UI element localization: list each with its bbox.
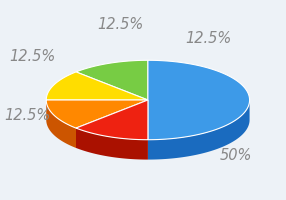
Polygon shape (76, 128, 148, 160)
Text: 12.5%: 12.5% (4, 108, 50, 123)
Polygon shape (46, 100, 76, 148)
Text: 12.5%: 12.5% (97, 17, 144, 32)
Polygon shape (148, 60, 250, 140)
Polygon shape (76, 100, 148, 148)
Polygon shape (46, 72, 148, 100)
Polygon shape (46, 100, 148, 128)
Text: 50%: 50% (220, 148, 252, 163)
Polygon shape (76, 100, 148, 148)
Polygon shape (148, 100, 250, 160)
Polygon shape (76, 60, 148, 100)
Text: 12.5%: 12.5% (9, 49, 56, 64)
Text: 12.5%: 12.5% (185, 31, 231, 46)
Polygon shape (76, 100, 148, 140)
